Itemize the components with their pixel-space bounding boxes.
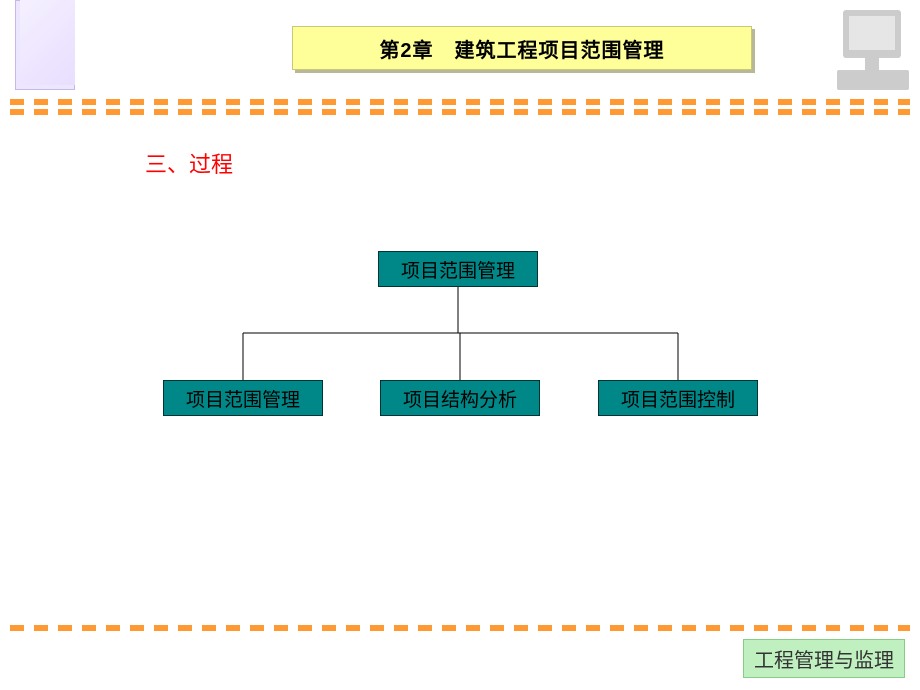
chart-node-child2-label: 项目结构分析 — [403, 385, 517, 412]
chart-node-root: 项目范围管理 — [378, 251, 538, 287]
chapter-title-banner: 第2章 建筑工程项目范围管理 — [292, 26, 752, 70]
chart-node-child1: 项目范围管理 — [163, 380, 323, 416]
divider-bottom — [10, 625, 910, 631]
chart-node-child1-label: 项目范围管理 — [186, 385, 300, 412]
section-heading: 三、过程 — [145, 147, 233, 179]
chart-node-child2: 项目结构分析 — [380, 380, 540, 416]
chart-node-child3: 项目范围控制 — [598, 380, 758, 416]
computer-icon — [835, 2, 915, 97]
chart-node-child3-label: 项目范围控制 — [621, 385, 735, 412]
footer-label: 工程管理与监理 — [743, 639, 905, 678]
divider-top-2 — [10, 109, 910, 115]
book-spine-decoration — [15, 0, 80, 95]
chart-node-root-label: 项目范围管理 — [401, 256, 515, 283]
chapter-title-text: 第2章 建筑工程项目范围管理 — [292, 26, 752, 70]
divider-top-1 — [10, 99, 910, 105]
